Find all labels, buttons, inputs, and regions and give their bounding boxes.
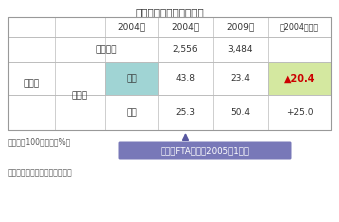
Text: 25.3: 25.3 — [176, 108, 196, 117]
Bar — [8, 62, 331, 95]
Text: 輸入総額: 輸入総額 — [96, 45, 117, 54]
Bar — [105, 62, 158, 95]
Bar — [8, 17, 331, 130]
Text: ▲20.4: ▲20.4 — [284, 73, 315, 83]
Bar — [8, 95, 331, 130]
Text: 2,556: 2,556 — [173, 45, 198, 54]
Text: 23.4: 23.4 — [231, 74, 251, 83]
Text: +25.0: +25.0 — [286, 108, 313, 117]
Text: 43.8: 43.8 — [176, 74, 196, 83]
FancyBboxPatch shape — [119, 141, 292, 159]
Text: 日本: 日本 — [126, 74, 137, 83]
Bar — [268, 62, 331, 95]
Text: シェア: シェア — [72, 91, 88, 101]
Text: （単位：100万ドル、%）: （単位：100万ドル、%） — [8, 137, 71, 146]
Text: 商用車: 商用車 — [23, 79, 40, 88]
Text: 2004年: 2004年 — [172, 22, 200, 32]
Text: 豪州の商用車の輸入動向: 豪州の商用車の輸入動向 — [135, 7, 204, 17]
Text: 2009年: 2009年 — [226, 22, 255, 32]
Text: タイ豪FTA発効（2005年1月）: タイ豪FTA発効（2005年1月） — [160, 146, 250, 155]
Text: 3,484: 3,484 — [228, 45, 253, 54]
Text: 2004年: 2004年 — [117, 22, 145, 32]
Bar — [8, 17, 331, 37]
Text: 50.4: 50.4 — [231, 108, 251, 117]
Text: タイ: タイ — [126, 108, 137, 117]
Bar — [8, 37, 331, 62]
Text: （2004年比）: （2004年比） — [280, 22, 319, 32]
Text: 資料：豪州貿易統計から作成。: 資料：豪州貿易統計から作成。 — [8, 168, 73, 177]
